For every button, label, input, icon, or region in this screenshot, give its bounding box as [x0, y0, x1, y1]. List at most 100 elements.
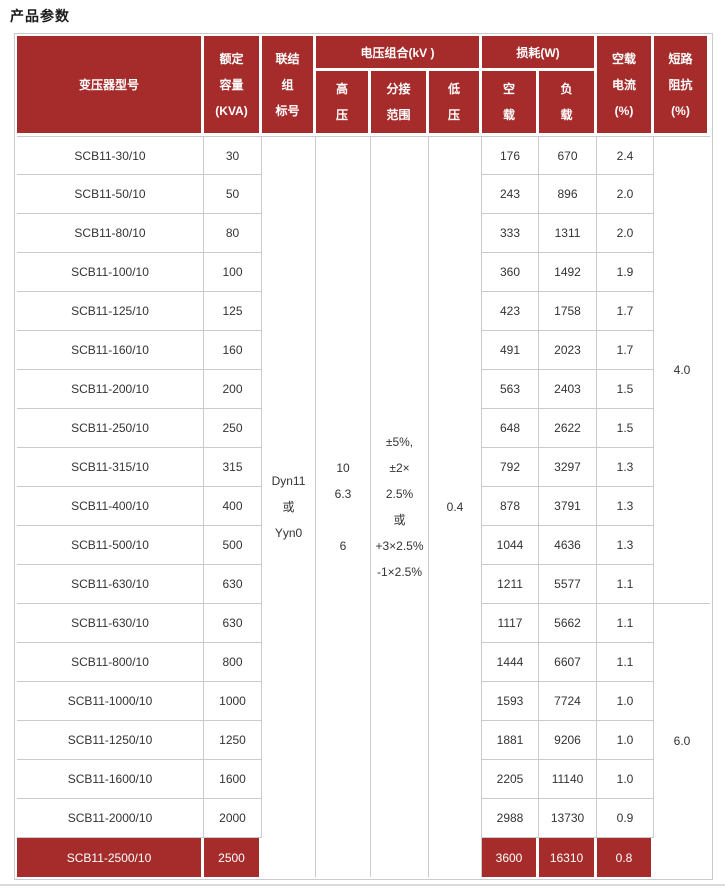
- table-row: SCB11-100/10 100 360 1492 1.9: [17, 253, 710, 292]
- header-loss-group: 损耗(W): [482, 36, 598, 71]
- table-row: SCB11-315/10 315 792 3297 1.3: [17, 448, 710, 487]
- cell-no-load-current: 1.1: [597, 565, 655, 604]
- header-high-voltage: 高 压: [316, 71, 371, 136]
- cell-load-loss: 3791: [539, 487, 598, 526]
- cell-no-load-loss: 1117: [482, 604, 539, 643]
- product-table: 变压器型号 额定 容量 (KVA) 联结 组 标号 电压组合(kV ) 损耗(W…: [14, 33, 714, 880]
- cell-no-load-loss: 563: [482, 370, 539, 409]
- cell-model: SCB11-500/10: [17, 526, 204, 565]
- cell-no-load-loss: 648: [482, 409, 539, 448]
- header-low-voltage-line: 压: [447, 108, 460, 122]
- cell-load-loss: 3297: [539, 448, 598, 487]
- cell-model: SCB11-250/10: [17, 409, 204, 448]
- table-row: SCB11-125/10 125 423 1758 1.7: [17, 292, 710, 331]
- cell-no-load-current: 0.8: [597, 838, 655, 877]
- cell-capacity: 125: [204, 292, 262, 331]
- cell-load-loss: 5577: [539, 565, 598, 604]
- cell-capacity: 1250: [204, 721, 262, 760]
- header-capacity: 额定 容量 (KVA): [204, 36, 262, 136]
- cell-no-load-loss: 1881: [482, 721, 539, 760]
- cell-model: SCB11-200/10: [17, 370, 204, 409]
- cell-no-load-loss: 333: [482, 214, 539, 253]
- header-row-1: 变压器型号 额定 容量 (KVA) 联结 组 标号 电压组合(kV ) 损耗(W…: [17, 36, 711, 136]
- header-connection-group: 联结 组 标号: [262, 36, 316, 136]
- cell-tap-range-line: 2.5%: [385, 487, 414, 501]
- table-row: SCB11-400/10 400 878 3791 1.3: [17, 487, 710, 526]
- cell-no-load-current: 1.1: [597, 604, 655, 643]
- header-connection-line: 联结: [275, 51, 300, 66]
- table-row: SCB11-2000/10 2000 2988 13730 0.9: [17, 799, 710, 838]
- header-model: 变压器型号: [17, 36, 204, 136]
- header-no-load-current: 空载 电流 (%): [597, 36, 655, 136]
- cell-no-load-loss: 1444: [482, 643, 539, 682]
- cell-no-load-loss: 2988: [482, 799, 539, 838]
- cell-connection-group-line: 或: [282, 500, 295, 514]
- cell-capacity: 100: [204, 253, 262, 292]
- cell-no-load-loss: 878: [482, 487, 539, 526]
- cell-load-loss: 1311: [539, 214, 598, 253]
- table-row: SCB11-630/10 630 1211 5577 1.1: [17, 565, 710, 604]
- cell-connection-group-line: Dyn11: [271, 474, 306, 488]
- header-impedance-line: (%): [671, 103, 690, 118]
- cell-model: SCB11-100/10: [17, 253, 204, 292]
- cell-no-load-current: 2.0: [597, 175, 655, 214]
- cell-model: SCB11-2500/10: [17, 838, 204, 877]
- cell-model: SCB11-30/10: [17, 136, 204, 175]
- cell-capacity: 50: [204, 175, 262, 214]
- cell-no-load-current: 1.7: [597, 292, 655, 331]
- header-no-load-current-line: 电流: [612, 77, 637, 92]
- cell-capacity: 800: [204, 643, 262, 682]
- cell-load-loss: 11140: [539, 760, 598, 799]
- cell-no-load-current: 1.5: [597, 370, 655, 409]
- header-voltage-group: 电压组合(kV ): [316, 36, 482, 71]
- cell-capacity: 30: [204, 136, 262, 175]
- cell-no-load-loss: 1593: [482, 682, 539, 721]
- cell-tap-range: ±5%, ±2× 2.5% 或 +3×2.5% -1×2.5%: [371, 136, 429, 877]
- header-impedance-line: 阻抗: [668, 77, 693, 92]
- header-low-voltage-line: 低: [447, 82, 460, 96]
- header-low-voltage: 低 压: [429, 71, 482, 136]
- cell-no-load-current: 1.3: [597, 487, 655, 526]
- header-load-loss-line: 载: [560, 108, 573, 122]
- table-row: SCB11-1250/10 1250 1881 9206 1.0: [17, 721, 710, 760]
- header-load-loss: 负 载: [539, 71, 598, 136]
- cell-load-loss: 13730: [539, 799, 598, 838]
- cell-connection-group: Dyn11 或 Yyn0: [262, 136, 316, 877]
- cell-no-load-loss: 1211: [482, 565, 539, 604]
- cell-model: SCB11-800/10: [17, 643, 204, 682]
- cell-tap-range-line: +3×2.5%: [375, 539, 424, 553]
- cell-no-load-loss: 1044: [482, 526, 539, 565]
- cell-no-load-current: 1.0: [597, 682, 655, 721]
- cell-capacity: 1000: [204, 682, 262, 721]
- cell-load-loss: 6607: [539, 643, 598, 682]
- cell-connection-group-line: Yyn0: [274, 526, 303, 540]
- table-row: SCB11-630/10 630 1117 5662 1.1 6.0: [17, 604, 711, 877]
- cell-capacity: 1600: [204, 760, 262, 799]
- header-load-loss-line: 负: [560, 82, 573, 96]
- cell-load-loss: 2622: [539, 409, 598, 448]
- cell-load-loss: 5662: [539, 604, 598, 643]
- cell-no-load-current: 2.0: [597, 214, 655, 253]
- header-connection-line: 标号: [275, 103, 300, 118]
- header-row-2: 高 压 分接 范围 低 压 空 载: [17, 71, 710, 136]
- table-row: SCB11-50/10 50 243 896 2.0: [17, 175, 710, 214]
- cell-impedance: 6.0: [654, 604, 711, 877]
- cell-load-loss: 4636: [539, 526, 598, 565]
- cell-no-load-current: 1.0: [597, 721, 655, 760]
- cell-model: SCB11-400/10: [17, 487, 204, 526]
- cell-tap-range-line: ±5%,: [385, 435, 414, 449]
- header-no-load-current-line: (%): [614, 103, 634, 118]
- cell-no-load-current: 1.3: [597, 448, 655, 487]
- cell-capacity: 2500: [204, 838, 262, 877]
- cell-high-voltage: 10 6.3 6: [316, 136, 371, 877]
- cell-capacity: 315: [204, 448, 262, 487]
- bottom-divider: [0, 884, 725, 886]
- cell-model: SCB11-315/10: [17, 448, 204, 487]
- cell-capacity: 630: [204, 604, 262, 643]
- table-row: SCB11-160/10 160 491 2023 1.7: [17, 331, 710, 370]
- cell-no-load-current: 1.5: [597, 409, 655, 448]
- cell-model: SCB11-80/10: [17, 214, 204, 253]
- cell-capacity: 160: [204, 331, 262, 370]
- cell-no-load-loss: 360: [482, 253, 539, 292]
- table-row: SCB11-30/10 30 Dyn11 或 Yyn0 10 6.3 6 ±5%, ±2× 2.5%…: [17, 136, 711, 877]
